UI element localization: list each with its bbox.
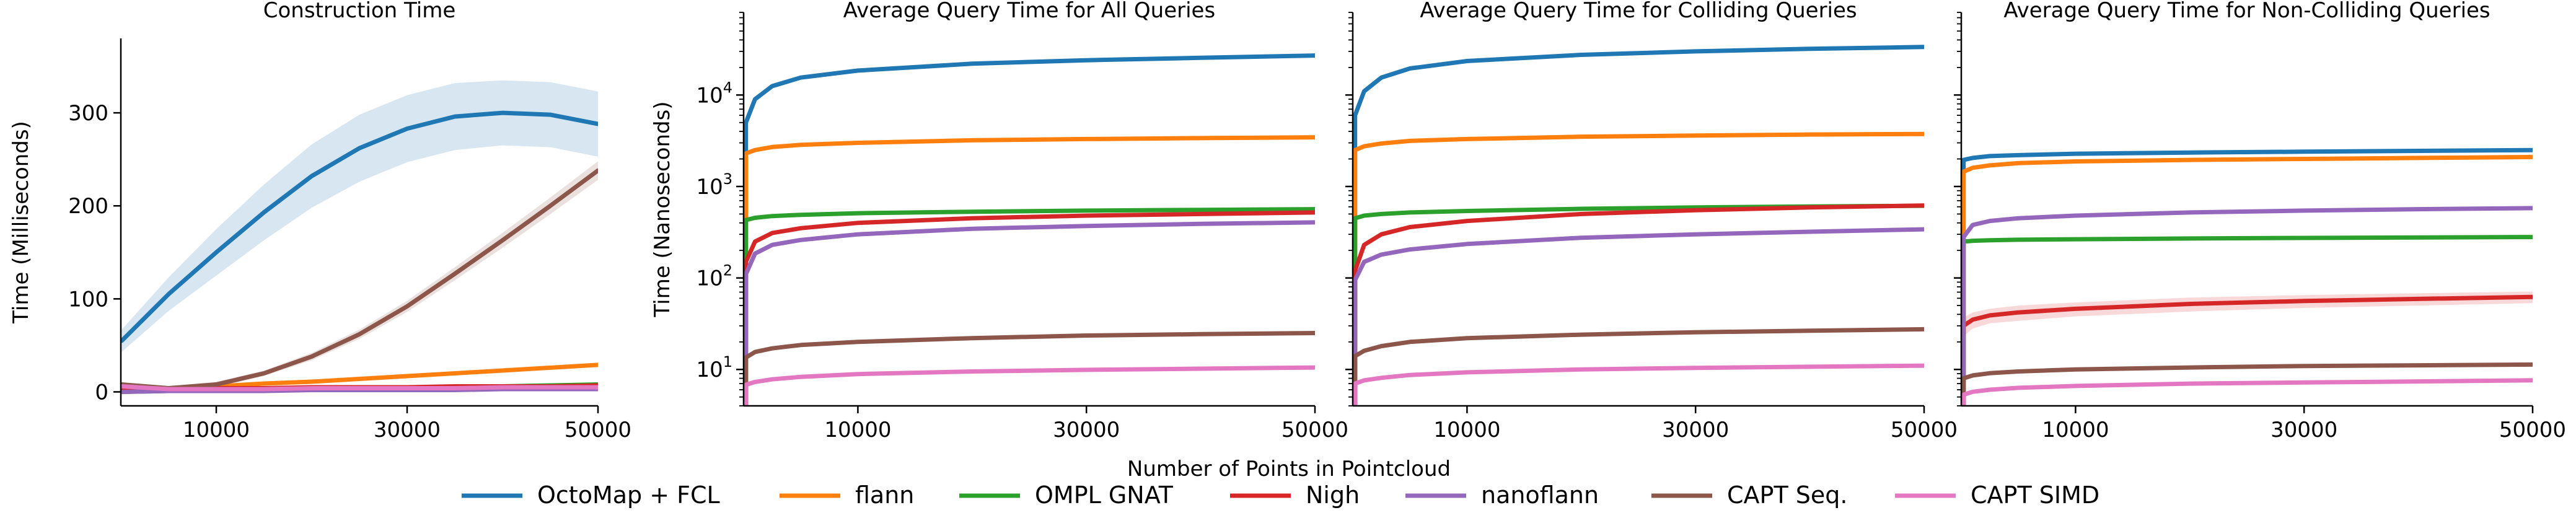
panel-title: Construction Time xyxy=(263,0,456,23)
plot-area xyxy=(1961,147,2533,406)
y-tick-label: 100 xyxy=(68,287,108,312)
x-tick-label: 50000 xyxy=(2499,418,2566,442)
legend-item-capt_simd: CAPT SIMD xyxy=(1895,481,2099,509)
x-tick-label: 10000 xyxy=(183,418,250,442)
legend-item-nigh: Nigh xyxy=(1230,481,1360,509)
band-nigh xyxy=(1963,291,2533,336)
y-axis-label: Time (Milliseconds) xyxy=(9,121,33,324)
line-nanoflann xyxy=(1353,227,1924,406)
legend-item-flann: flann xyxy=(780,481,914,509)
x-tick-label: 50000 xyxy=(565,418,631,442)
x-tick-label: 10000 xyxy=(824,418,891,442)
band-octomap xyxy=(121,80,598,352)
y-tick-label: 200 xyxy=(68,194,108,219)
y-tick-label: 0 xyxy=(95,380,108,405)
legend: OctoMap + FCL flann OMPL GNAT Nigh nanoflann… xyxy=(462,481,2099,509)
x-tick-label: 30000 xyxy=(1662,418,1729,442)
x-tick-label: 30000 xyxy=(1053,418,1120,442)
line-capt_seq xyxy=(1961,362,2533,406)
legend-label: Nigh xyxy=(1306,481,1360,509)
x-tick-label: 10000 xyxy=(2042,418,2109,442)
y-tick-label: 104 xyxy=(696,79,732,108)
line-capt_simd xyxy=(1353,363,1924,406)
line-nigh xyxy=(1353,203,1924,406)
x-tick-label: 30000 xyxy=(374,418,441,442)
line-capt_simd xyxy=(121,384,598,392)
legend-item-capt_seq: CAPT Seq. xyxy=(1651,481,1847,509)
x-tick-label: 30000 xyxy=(2270,418,2337,442)
legend-label: CAPT SIMD xyxy=(1971,481,2099,509)
line-nanoflann xyxy=(1961,206,2533,406)
line-capt_seq xyxy=(121,168,598,390)
line-capt_simd xyxy=(744,365,1315,406)
x-tick-label: 50000 xyxy=(1281,418,1348,442)
plot-area xyxy=(1353,45,1924,406)
panel-colliding: Average Query Time for Colliding Queries… xyxy=(1345,0,1958,442)
legend-label: CAPT Seq. xyxy=(1727,481,1847,509)
line-gnat xyxy=(744,207,1315,406)
line-octomap xyxy=(1961,147,2533,406)
x-tick-label: 50000 xyxy=(1891,418,1958,442)
plot-area xyxy=(121,80,598,394)
line-octomap xyxy=(1353,45,1924,406)
line-flann xyxy=(744,135,1315,406)
line-nigh xyxy=(1961,294,2533,406)
line-capt_seq xyxy=(744,331,1315,406)
line-gnat xyxy=(1961,235,2533,406)
x-tick-label: 10000 xyxy=(1433,418,1500,442)
y-axis-label: Time (Nanoseconds) xyxy=(650,101,675,317)
legend-item-gnat: OMPL GNAT xyxy=(959,481,1174,509)
y-tick-label: 101 xyxy=(696,353,732,382)
panel-title: Average Query Time for Colliding Queries xyxy=(1420,0,1857,23)
y-tick-label: 103 xyxy=(696,170,732,200)
panel-title: Average Query Time for Non-Colliding Que… xyxy=(2003,0,2490,23)
line-capt_simd xyxy=(1961,378,2533,406)
line-flann xyxy=(1353,131,1924,406)
line-octomap xyxy=(744,53,1315,406)
legend-item-nanoflann: nanoflann xyxy=(1405,481,1599,509)
legend-label: OMPL GNAT xyxy=(1035,481,1174,509)
legend-item-octomap: OctoMap + FCL xyxy=(462,481,720,509)
legend-label: flann xyxy=(855,481,914,509)
line-capt_seq xyxy=(1353,327,1924,406)
legend-label: OctoMap + FCL xyxy=(537,481,720,509)
legend-label: nanoflann xyxy=(1481,481,1599,509)
panel-title: Average Query Time for All Queries xyxy=(843,0,1215,23)
line-flann xyxy=(1961,154,2533,406)
y-tick-label: 300 xyxy=(68,101,108,126)
shared-x-axis-label: Number of Points in Pointcloud xyxy=(1127,457,1451,481)
y-tick-label: 102 xyxy=(696,262,732,291)
line-nanoflann xyxy=(744,220,1315,406)
line-nigh xyxy=(744,210,1315,406)
panel-all_queries: Average Query Time for All Queries Time (… xyxy=(650,0,1348,442)
line-octomap xyxy=(121,110,598,343)
plot-area xyxy=(744,53,1315,406)
panel-non_colliding: Average Query Time for Non-Colliding Que… xyxy=(1954,0,2566,442)
